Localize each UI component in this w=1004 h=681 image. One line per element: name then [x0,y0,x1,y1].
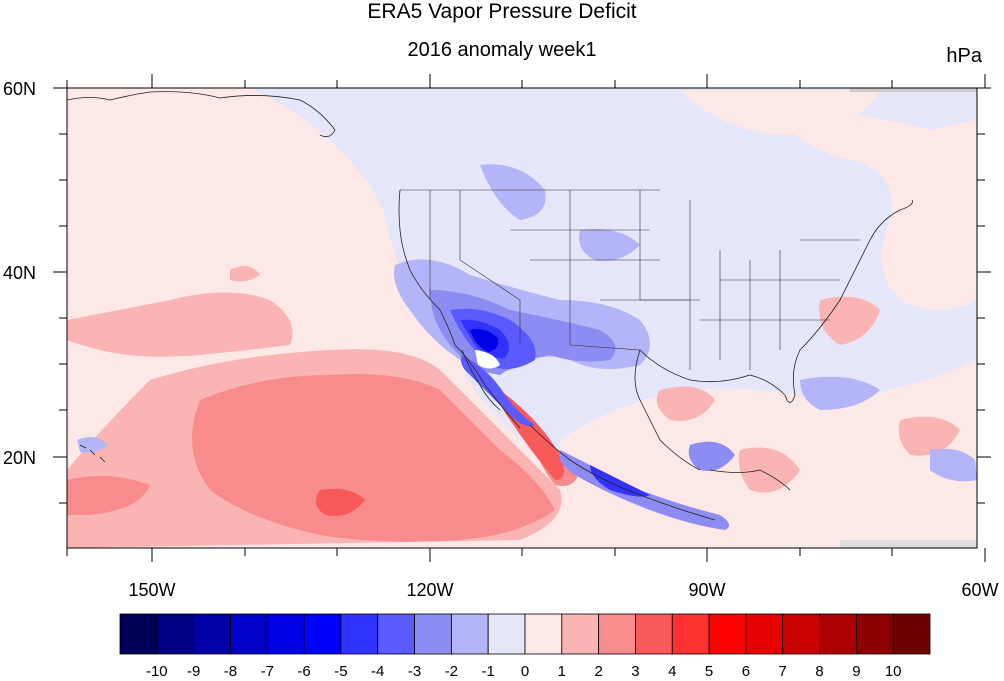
pink-patch-north [88,126,215,167]
salmon-patch-east [898,416,960,456]
lon-label-120w: 120W [406,580,453,600]
colorbar-label: 4 [668,663,676,680]
lon-label-150w: 150W [128,580,175,600]
lat-label-40n: 40N [3,263,36,283]
colorbar-swatch [377,613,415,655]
missing-data-strip [850,88,977,92]
colorbar-label: -5 [334,663,347,680]
colorbar-swatch [892,613,931,655]
colorbar-label: -10 [146,663,168,680]
blue-patch-gulf [688,441,735,471]
red-field-core [192,374,555,542]
colorbar-swatch [487,613,526,655]
colorbar-swatch [156,613,195,655]
colorbar-label: 6 [742,663,750,680]
lon-label-90w: 90W [688,580,725,600]
red-patch-west [67,476,150,515]
colorbar-swatch [266,613,305,655]
colorbar-swatch [819,613,857,655]
lon-ticks [66,74,986,562]
colorbar-swatch [671,613,710,655]
colorbar-label: -6 [297,663,310,680]
units-label: hPa [946,45,982,67]
anomaly-field [67,88,977,548]
colorbar-swatch [635,613,673,655]
lat-ticks [53,87,991,504]
blue-patch-plains [579,229,640,261]
blue-strip-mexico [559,450,729,530]
colorbar-swatch [745,613,784,655]
map-subtitle: 2016 anomaly week1 [407,39,597,61]
white-core-gulf [475,350,500,369]
lat-label-20n: 20N [3,448,36,468]
colorbar-swatch [450,613,489,655]
colorbar-swatch [230,613,268,655]
colorbar-label: -1 [482,663,495,680]
colorbar-label: 0 [521,663,529,680]
blue-patch-hawaii [77,436,108,453]
colorbar-label: 10 [885,663,902,680]
colorbar-swatch [303,613,342,655]
colorbar-label: 7 [779,663,787,680]
colorbar-label: -9 [187,663,200,680]
blue-patch-east [930,448,977,482]
colorbar-label: -3 [408,663,421,680]
missing-data-strip-bottom [840,540,977,548]
colorbar-label: -8 [224,663,237,680]
lat-label-60n: 60N [3,79,36,99]
colorbar-swatch [708,613,747,655]
blue-ridge-baja [461,355,535,427]
pink-field-north [680,90,880,135]
state-borders [400,189,860,370]
colorbar-label: 1 [558,663,566,680]
colorbar: -10 -9 -8 -7 -6 -5 -4 -3 -2 -1 0 1 2 3 4 5 6 7 8 9 10 [119,613,931,680]
colorbar-swatch [561,613,600,655]
salmon-patch-1 [230,266,260,282]
salmon-field-nw [67,292,293,357]
colorbar-label: 9 [852,663,860,680]
colorbar-label: -7 [261,663,274,680]
blue-strip-deep [590,465,650,497]
colorbar-swatch [855,613,894,655]
pink-field-atlantic [760,100,977,310]
lon-label-60w: 60W [961,580,998,600]
blue-patch-florida [800,376,880,410]
colorbar-swatch [414,613,452,655]
colorbar-label: 3 [631,663,639,680]
red-patch-deep-1 [316,488,365,516]
colorbar-swatch [524,613,563,655]
map-title: ERA5 Vapor Pressure Deficit [367,0,637,23]
coastlines [67,91,913,521]
salmon-patch-gulf [656,386,715,421]
colorbar-swatch [782,613,820,655]
colorbar-swatch [193,613,231,655]
colorbar-swatch [598,613,636,655]
colorbar-label: -2 [445,663,458,680]
colorbar-swatch [119,613,158,655]
colorbar-label: 8 [815,663,823,680]
colorbar-label: -4 [371,663,384,680]
colorbar-label: 2 [594,663,602,680]
salmon-patch-caribbean [738,447,800,493]
colorbar-label: 5 [705,663,713,680]
colorbar-swatch [340,613,379,655]
blue-patch-north [480,164,546,220]
blue-field-core [470,329,499,352]
